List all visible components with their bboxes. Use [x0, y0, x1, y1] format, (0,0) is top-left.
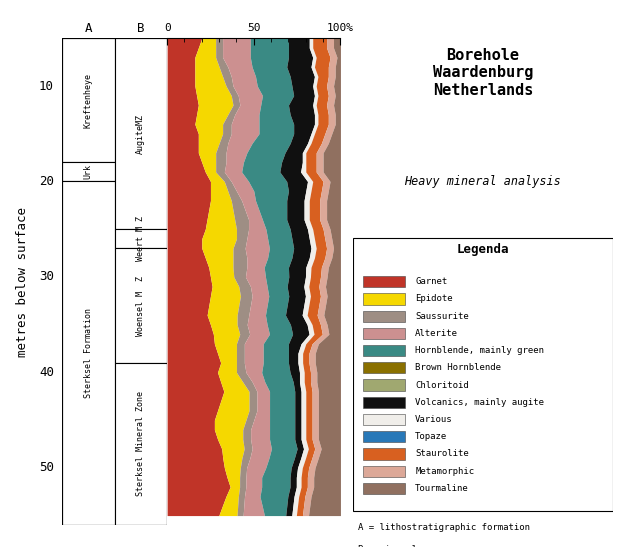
Text: Legenda: Legenda: [457, 243, 509, 256]
Bar: [115, 38, 167, 229]
Text: Borehole
Waardenburg
Netherlands: Borehole Waardenburg Netherlands: [433, 48, 533, 98]
Bar: [363, 276, 405, 287]
Text: Urk: Urk: [84, 165, 93, 179]
Text: AugiteMZ: AugiteMZ: [136, 114, 145, 154]
Bar: [363, 328, 405, 339]
Text: A = lithostratigraphic formation: A = lithostratigraphic formation: [358, 523, 530, 532]
Text: Alterite: Alterite: [415, 329, 458, 338]
Text: B: B: [137, 22, 145, 36]
Text: B = mineral zones: B = mineral zones: [358, 545, 449, 547]
Text: Volcanics, mainly augite: Volcanics, mainly augite: [415, 398, 544, 407]
Bar: [363, 397, 405, 408]
Bar: [62, 38, 115, 162]
Bar: [363, 380, 405, 391]
Text: Weert M Z: Weert M Z: [136, 216, 145, 261]
Bar: [363, 465, 405, 477]
Bar: [363, 362, 405, 374]
Text: A: A: [84, 22, 92, 36]
Text: Heavy mineral analysis: Heavy mineral analysis: [404, 174, 561, 188]
Text: 40: 40: [39, 366, 54, 379]
Text: Kreftenheye: Kreftenheye: [84, 73, 93, 128]
Text: Brown Hornblende: Brown Hornblende: [415, 363, 501, 373]
Text: 10: 10: [39, 79, 54, 92]
Text: Tourmaline: Tourmaline: [415, 484, 469, 493]
Text: metres below surface: metres below surface: [16, 207, 29, 357]
Text: Topaze: Topaze: [415, 432, 448, 441]
Bar: [363, 449, 405, 459]
Bar: [115, 229, 167, 248]
Text: 50: 50: [39, 461, 54, 474]
Text: Various: Various: [415, 415, 453, 424]
Bar: [363, 293, 405, 305]
Text: Metamorphic: Metamorphic: [415, 467, 474, 476]
Bar: [62, 162, 115, 182]
Text: Chloritoid: Chloritoid: [415, 381, 469, 389]
Text: Epidote: Epidote: [415, 294, 453, 304]
Text: 20: 20: [39, 175, 54, 188]
Bar: [363, 431, 405, 443]
Bar: [115, 248, 167, 363]
Bar: [115, 363, 167, 525]
Bar: [363, 311, 405, 322]
Bar: [62, 182, 115, 525]
Bar: [363, 345, 405, 356]
Bar: [363, 414, 405, 425]
Text: Woensel M  Z: Woensel M Z: [136, 276, 145, 335]
Bar: [353, 238, 613, 510]
Text: Hornblende, mainly green: Hornblende, mainly green: [415, 346, 544, 355]
Text: Staurolite: Staurolite: [415, 450, 469, 458]
Text: 30: 30: [39, 270, 54, 283]
Text: Sterksel Mineral Zone: Sterksel Mineral Zone: [136, 392, 145, 497]
Text: Garnet: Garnet: [415, 277, 448, 286]
Bar: [363, 483, 405, 494]
Text: Sterksel Formation: Sterksel Formation: [84, 309, 93, 398]
Text: Saussurite: Saussurite: [415, 312, 469, 321]
